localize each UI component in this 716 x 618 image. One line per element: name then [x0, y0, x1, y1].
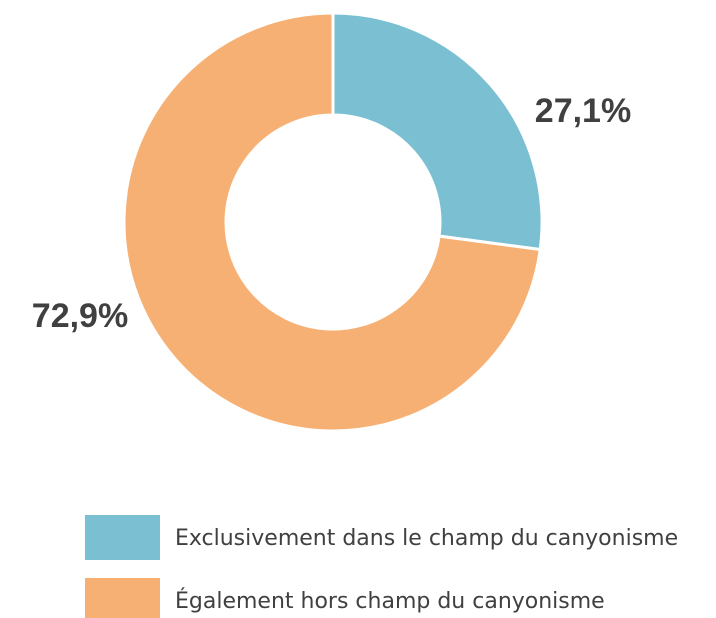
legend-label: Exclusivement dans le champ du canyonism… — [175, 526, 678, 551]
legend-swatch — [85, 578, 160, 618]
pie-slice — [331, 11, 544, 252]
pie-slice — [122, 11, 542, 433]
legend-label: Également hors champ du canyonisme — [175, 588, 605, 614]
legend-swatch — [85, 515, 160, 560]
data-label: 27,1% — [535, 92, 631, 130]
data-label: 72,9% — [32, 297, 128, 335]
